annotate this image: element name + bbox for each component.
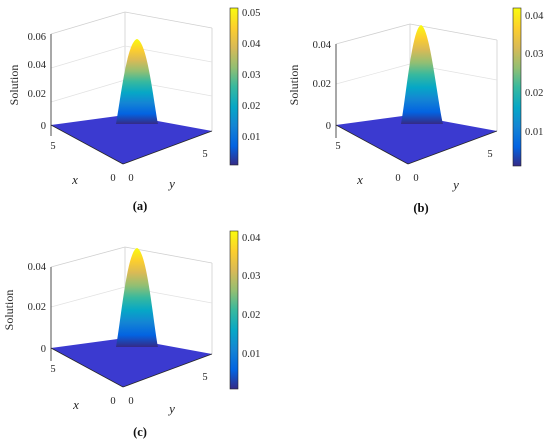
y-tick: 0 [128,173,133,184]
z-tick: 0.04 [313,40,332,51]
colorbar [229,230,239,390]
z-tick: 0 [326,121,331,132]
colorbar-tick: 0.05 [242,8,260,19]
surface-floor [51,338,212,387]
colorbar-tick: 0.02 [242,310,260,321]
back-wall-edge [124,246,213,264]
panel-c: 0 0.02 0.04 Solution 5 0 0 5 x y 0.01 0.… [2,230,261,439]
x-axis [50,124,124,165]
colorbar-a: 0.01 0.02 0.03 0.04 0.05 [229,7,261,166]
y-tick: 0 [128,396,133,407]
back-wall-edge [50,11,126,35]
colorbar-tick: 0.01 [242,132,260,143]
back-wall-edge [335,23,411,45]
colorbar-tick: 0.04 [525,11,544,22]
z-tick: 0.02 [313,79,331,90]
colorbar-tick: 0.01 [242,349,260,360]
y-axis [122,353,213,388]
y-axis [122,130,213,165]
z-label: Solution [287,65,301,106]
x-label: x [72,397,79,412]
axes-box-b [335,23,498,165]
z-label: Solution [7,65,21,106]
back-wall-edge [409,23,498,41]
y-tick: 5 [202,149,207,160]
y-label: y [167,176,175,191]
gridline [50,45,126,69]
z-label: Solution [2,290,16,331]
z-tick: 0 [41,344,46,355]
colorbar-tick: 0.04 [242,233,261,244]
gridline [50,79,126,103]
z-tick: 0 [41,121,46,132]
x-axis [335,124,409,165]
panel-b: 0 0.02 0.04 Solution 5 0 0 5 x y 0.01 0.… [287,7,544,215]
colorbar [512,7,522,167]
colorbar-tick: 0.03 [525,49,543,60]
y-label: y [167,401,175,416]
surface-floor [336,115,497,164]
colorbar-tick: 0.03 [242,70,260,81]
z-tick: 0.06 [28,32,46,43]
y-axis [407,130,498,165]
x-tick: 5 [335,141,340,152]
y-label: y [451,177,459,192]
x-tick: 5 [50,141,55,152]
z-tick: 0.04 [28,262,47,273]
y-tick: 5 [202,372,207,383]
colorbar-tick: 0.04 [242,39,261,50]
surface-floor [51,115,212,164]
gridline [50,286,126,308]
x-tick: 5 [50,364,55,375]
x-label: x [71,172,78,187]
colorbar-tick: 0.02 [242,101,260,112]
z-tick: 0.02 [28,89,46,100]
colorbar-tick: 0.02 [525,88,543,99]
x-label: x [356,172,363,187]
z-tick: 0.02 [28,302,46,313]
x-tick: 0 [110,173,115,184]
colorbar-tick: 0.03 [242,271,260,282]
y-tick: 5 [487,149,492,160]
colorbar-b: 0.01 0.02 0.03 0.04 [512,7,544,167]
x-tick: 0 [110,396,115,407]
back-wall-edge [50,246,126,268]
colorbar [229,7,239,166]
axes-box-a [50,11,213,165]
back-wall-edge [124,11,213,29]
surface-peak [116,39,158,124]
x-axis [50,347,124,388]
caption: (b) [413,201,428,215]
colorbar-tick: 0.01 [525,127,543,138]
axes-box-c [50,246,213,388]
gridline [335,63,411,85]
x-tick: 0 [395,173,400,184]
caption: (c) [133,425,147,439]
surface-peak [401,25,443,124]
panel-a: 0 0.02 0.04 0.06 Solution 5 0 0 5 x y 0.… [7,7,261,213]
y-tick: 0 [413,173,418,184]
colorbar-c: 0.01 0.02 0.03 0.04 [229,230,261,390]
caption: (a) [133,199,148,213]
surface-peak [116,248,158,347]
z-tick: 0.04 [28,60,47,71]
